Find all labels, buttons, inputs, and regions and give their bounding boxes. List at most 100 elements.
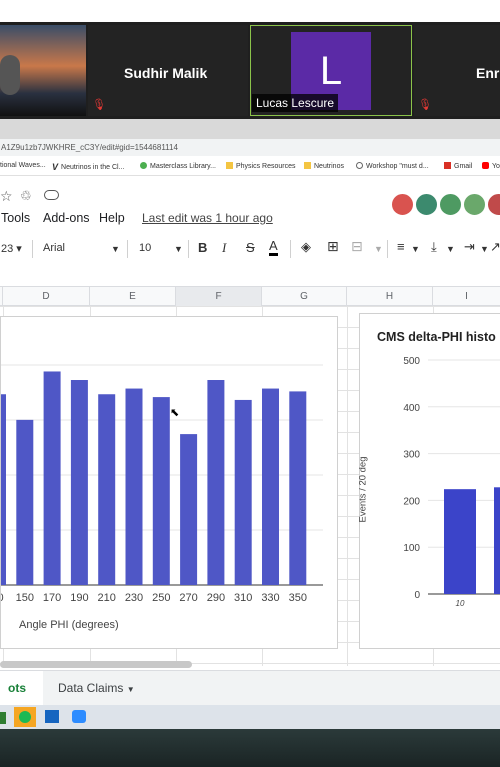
x-tick-label: 350 xyxy=(289,592,307,604)
bar xyxy=(125,388,143,585)
column-headers: D E F G H I xyxy=(0,286,500,306)
bold-button[interactable]: B xyxy=(198,240,208,255)
text-rotate-icon[interactable]: ↗ xyxy=(490,239,500,254)
y-tick-label: 400 xyxy=(403,403,420,414)
merge-cells-icon[interactable]: ⊟ xyxy=(351,238,363,254)
chevron-down-icon[interactable]: ▼ xyxy=(174,244,183,254)
menu-addons[interactable]: Add-ons xyxy=(43,211,90,225)
font-select[interactable]: Arial xyxy=(43,242,66,254)
column-header[interactable]: E xyxy=(90,287,176,306)
collaborator-avatar[interactable] xyxy=(390,192,415,217)
x-tick-label: 250 xyxy=(152,592,170,604)
text-wrap-icon[interactable]: ⇥ xyxy=(464,239,475,254)
delta-phi-histogram-chart[interactable]: CMS delta-PHI histo Events / 20 deg 0 100… xyxy=(358,313,500,649)
last-edit-link[interactable]: Last edit was 1 hour ago xyxy=(142,211,273,225)
column-header[interactable]: I xyxy=(465,291,468,302)
address-bar[interactable]: A1Z9u1zb7JWKHRE_cC3Y/edit#gid=1544681114 xyxy=(0,139,500,156)
participant-tile[interactable]: Sudhir Malik 🎙 xyxy=(88,25,248,116)
chevron-down-icon[interactable]: ▼ xyxy=(126,685,135,694)
collaborator-avatar[interactable] xyxy=(486,192,500,217)
x-tick-label: 290 xyxy=(207,592,225,604)
horizontal-scrollbar[interactable] xyxy=(0,661,192,668)
bookmark[interactable]: Workshop "must d... xyxy=(356,162,429,170)
active-app-icon[interactable] xyxy=(14,707,36,727)
collaborator-avatar[interactable] xyxy=(462,192,487,217)
x-tick-label: 170 xyxy=(43,592,61,604)
chevron-down-icon[interactable]: ▼ xyxy=(446,244,455,254)
taskbar xyxy=(0,705,500,729)
bar xyxy=(180,434,198,585)
collaborator-avatar[interactable] xyxy=(438,192,463,217)
text-color-button[interactable]: A xyxy=(269,239,278,256)
participant-name: Lucas Lescure xyxy=(252,94,339,112)
phi-histogram-chart[interactable]: 30 150 170 190 210 230 250 270 290 310 330 350 Angl… xyxy=(0,316,338,649)
participant-tile[interactable]: Enr 🎙 xyxy=(414,25,500,116)
chevron-down-icon[interactable]: ▼ xyxy=(374,244,383,254)
bar xyxy=(152,397,170,585)
zoom-select[interactable]: 23 ▾ xyxy=(1,243,22,255)
chevron-down-icon[interactable]: ▼ xyxy=(111,244,120,254)
column-header[interactable]: F xyxy=(176,287,262,306)
desktop-background xyxy=(0,729,500,767)
vertical-align-icon[interactable]: ⤓ xyxy=(431,239,437,254)
bar xyxy=(207,380,225,585)
bar xyxy=(16,419,34,585)
app-icon[interactable] xyxy=(0,712,6,724)
chart-title: CMS delta-PHI histo xyxy=(377,330,496,344)
bookmark[interactable]: Physics Resources xyxy=(226,162,296,170)
x-axis-title: Angle PHI (degrees) xyxy=(19,619,119,631)
bookmark[interactable]: tional Waves... xyxy=(0,162,46,169)
x-tick-label: 30 xyxy=(1,592,4,604)
column-header[interactable]: G xyxy=(262,287,347,306)
cloud-status-icon[interactable] xyxy=(44,190,59,200)
x-tick-label: 210 xyxy=(98,592,116,604)
y-tick-label: 300 xyxy=(403,450,420,461)
toolbar-divider xyxy=(127,240,128,258)
column-header[interactable]: D xyxy=(3,287,90,306)
align-icon[interactable]: ≡ xyxy=(397,239,405,254)
chevron-down-icon[interactable]: ▼ xyxy=(411,244,420,254)
bar xyxy=(494,487,500,594)
bookmark[interactable]: Neutrinos xyxy=(304,162,344,170)
x-tick-label: 150 xyxy=(16,592,34,604)
sheet-tabs-bar: ots ▼ Data Claims ▼ xyxy=(0,670,500,728)
bar xyxy=(0,394,6,585)
x-tick-label: 10 xyxy=(456,599,465,608)
zoom-app-icon[interactable] xyxy=(72,710,86,723)
star-icon[interactable]: ☆ xyxy=(0,188,13,204)
bookmark[interactable]: Yo xyxy=(482,162,500,170)
bookmark[interactable]: Gmail xyxy=(444,162,472,170)
fill-color-icon[interactable]: ◈ xyxy=(301,239,311,254)
bar xyxy=(70,380,88,585)
photos-icon[interactable] xyxy=(45,710,59,723)
x-tick-label: 330 xyxy=(261,592,279,604)
bookmark[interactable]: Masterclass Library... xyxy=(140,162,216,170)
font-size-select[interactable]: 10 xyxy=(139,242,152,254)
collaborator-avatar[interactable] xyxy=(414,192,439,217)
sheet-tab[interactable]: Data Claims ▼ xyxy=(58,681,135,695)
menu-bar: Tools Add-ons Help Last edit was 1 hour … xyxy=(0,209,500,229)
italic-button[interactable]: I xyxy=(222,240,227,255)
y-tick-label: 200 xyxy=(403,496,420,507)
borders-icon[interactable]: ⊞ xyxy=(327,238,339,254)
bar xyxy=(262,388,279,585)
chevron-down-icon[interactable]: ▼ xyxy=(480,244,489,254)
formatting-toolbar: 23 ▾ Arial ▼ 10 ▼ B I S A ◈ ⊞ ⊟ ▼ ≡ ▼ ⤓ … xyxy=(0,234,500,264)
strikethrough-button[interactable]: S xyxy=(246,240,255,255)
chart-canvas: 30 150 170 190 210 230 250 270 290 310 330 350 xyxy=(0,364,323,604)
toolbar-divider xyxy=(32,240,33,258)
grid-line xyxy=(347,306,348,666)
bar xyxy=(43,371,61,585)
mic-muted-icon: 🎙 xyxy=(418,99,432,111)
active-speaker-tile[interactable]: L Lucas Lescure xyxy=(250,25,412,116)
menu-help[interactable]: Help xyxy=(99,211,125,225)
person-silhouette xyxy=(0,55,20,95)
sheet-tab[interactable]: ots ▼ xyxy=(0,671,43,728)
browser-tab-strip xyxy=(0,119,500,139)
bookmark[interactable]: V Neutrinos in the Cl... xyxy=(52,162,125,172)
column-header[interactable]: H xyxy=(347,287,433,306)
participant-video-tile[interactable] xyxy=(0,25,86,116)
move-to-drive-icon[interactable]: ♲ xyxy=(20,188,32,203)
menu-tools[interactable]: Tools xyxy=(1,211,31,225)
column-header[interactable] xyxy=(0,287,3,306)
